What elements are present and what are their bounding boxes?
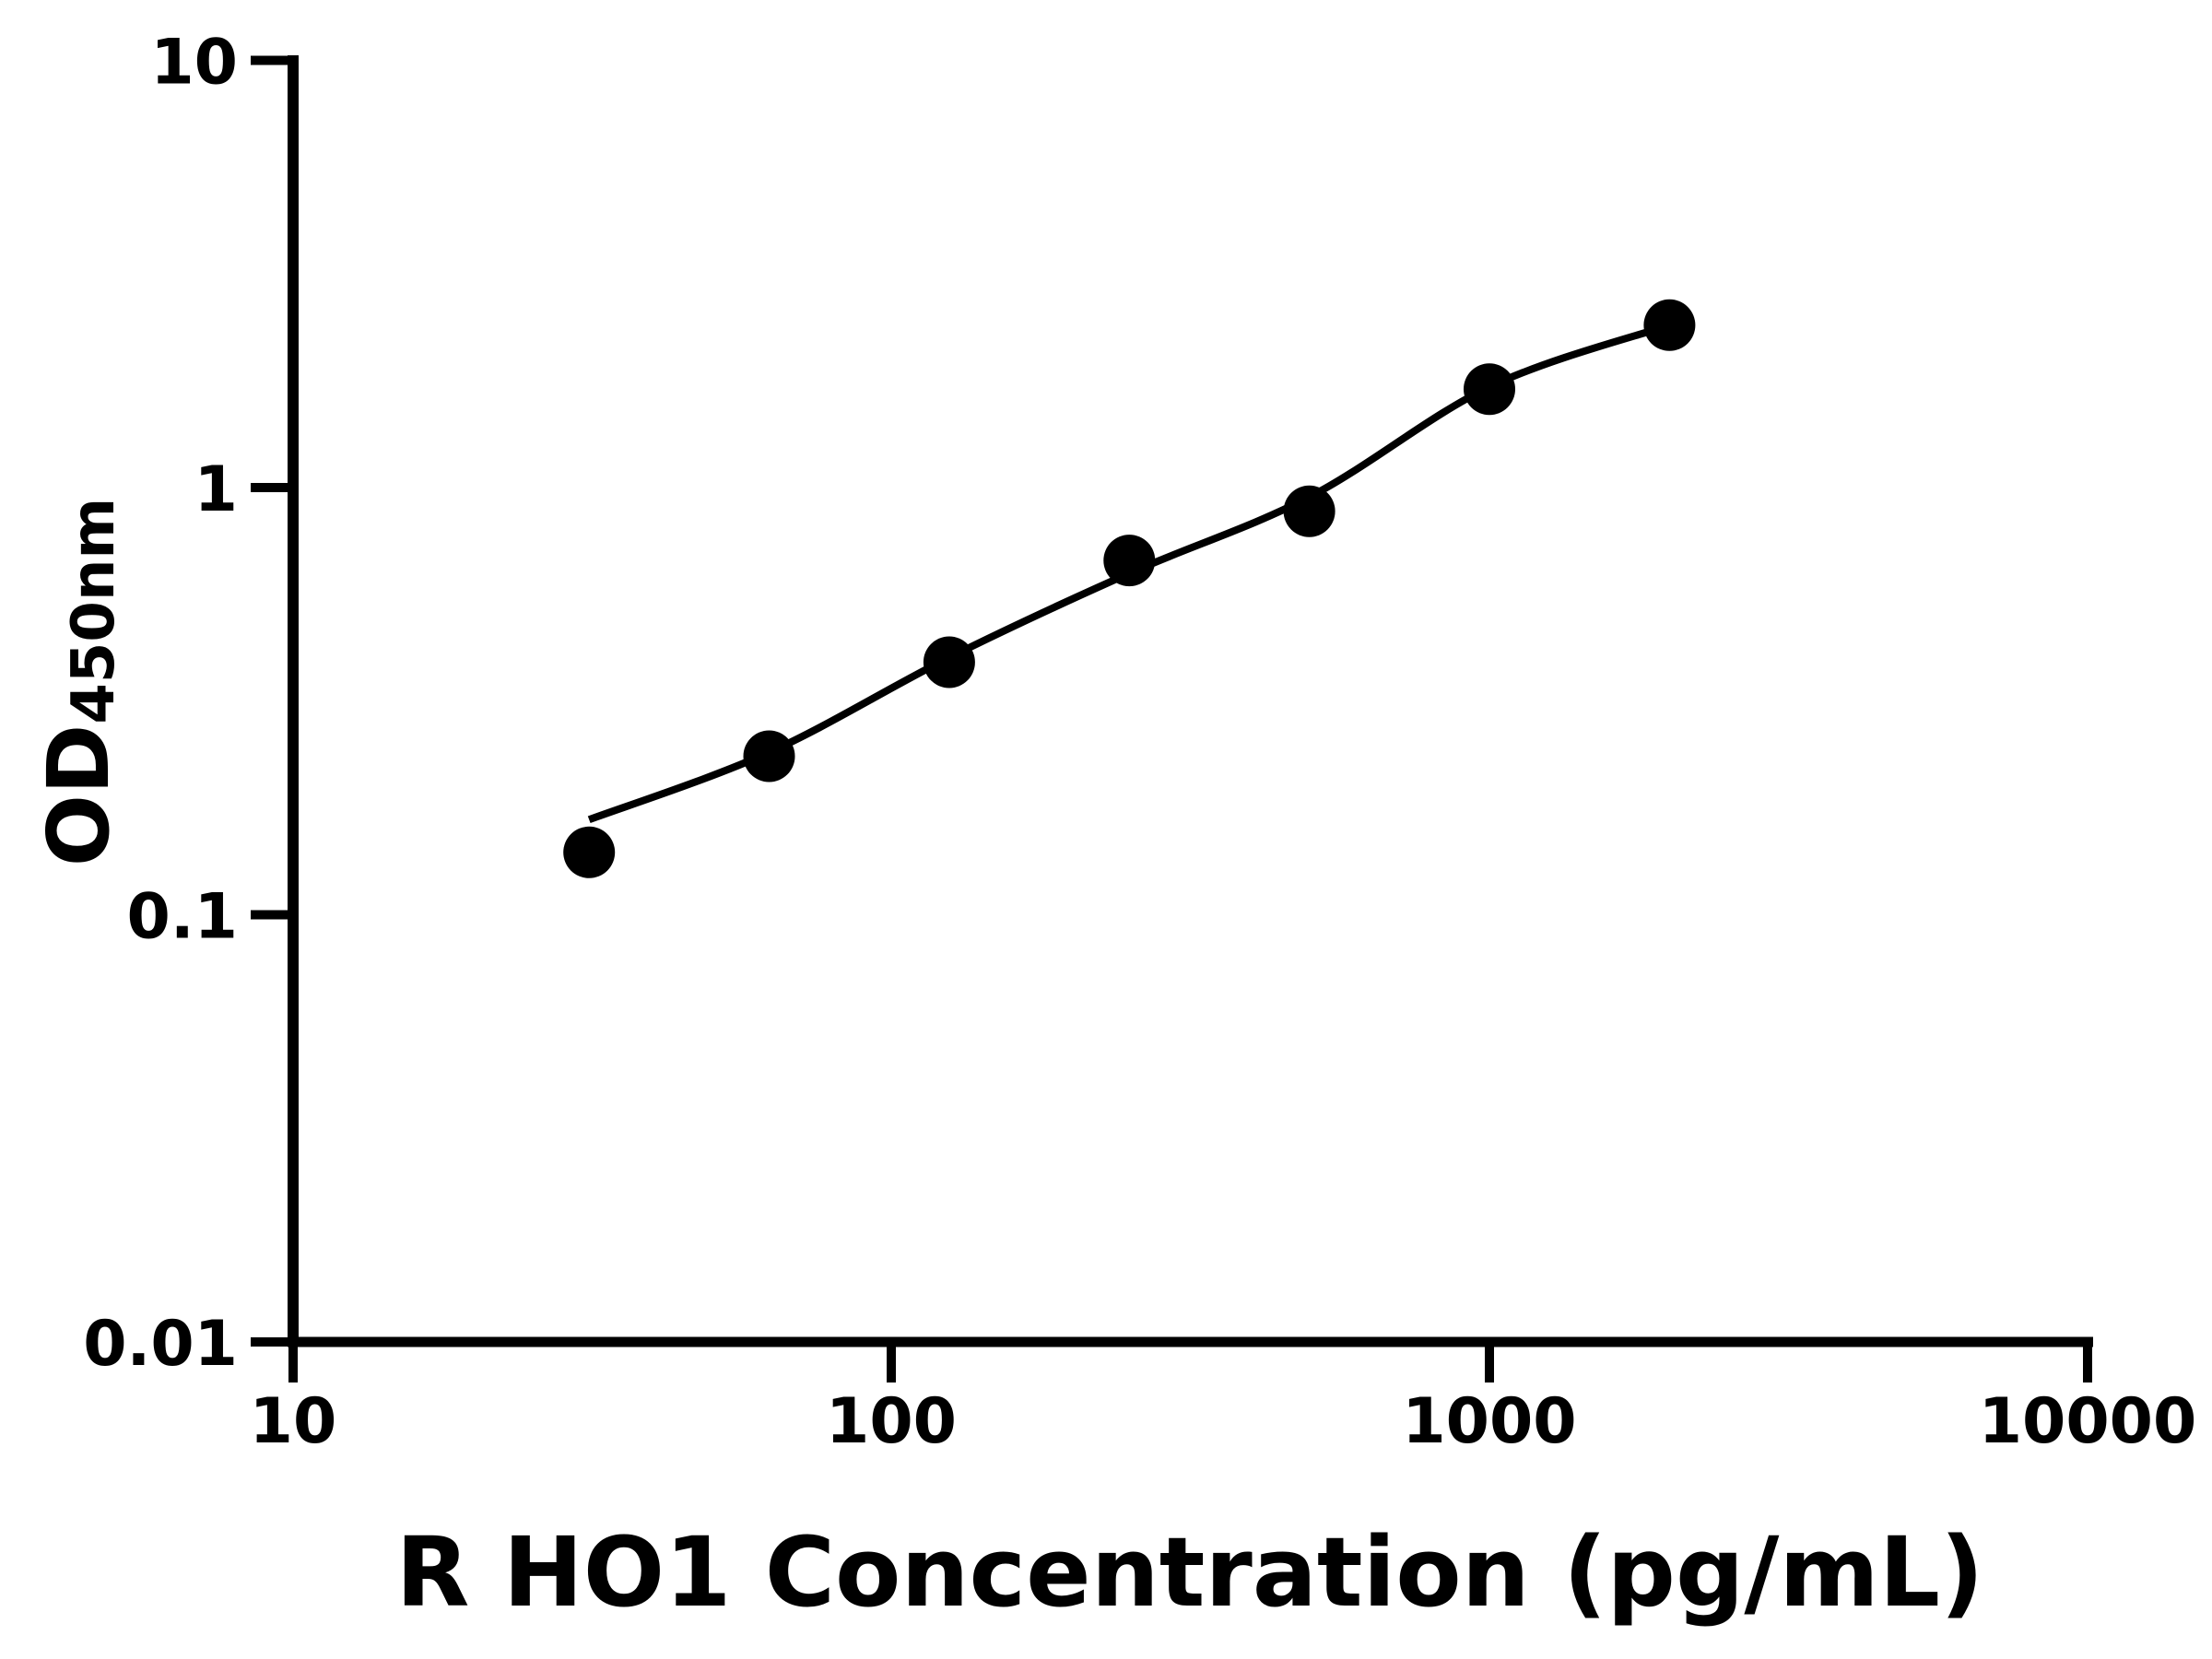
- y-tick-label: 0.01: [83, 1308, 238, 1381]
- x-tick-label: 1000: [1402, 1385, 1576, 1458]
- data-point: [1464, 363, 1515, 416]
- data-point: [563, 826, 616, 878]
- y-tick-label: 1: [194, 453, 238, 526]
- data-point: [1103, 535, 1156, 587]
- x-axis-title: R HO1 Concentration (pg/mL): [395, 1516, 1983, 1629]
- data-point: [1643, 299, 1696, 351]
- axes: [251, 55, 2093, 1382]
- x-tick-label: 100: [826, 1385, 957, 1458]
- data-point: [923, 636, 975, 688]
- y-axis-title: OD450nm: [29, 498, 128, 866]
- data-points: [563, 299, 1696, 878]
- y-tick-label: 10: [150, 27, 238, 100]
- x-tick-label: 10: [250, 1385, 337, 1458]
- y-axis-title-subscript: 450nm: [60, 498, 128, 724]
- data-point: [1283, 485, 1335, 537]
- y-axis-title-main: OD: [29, 724, 128, 867]
- y-tick-label: 0.1: [127, 881, 238, 954]
- data-point: [743, 730, 795, 782]
- x-tick-label: 10000: [1979, 1385, 2197, 1458]
